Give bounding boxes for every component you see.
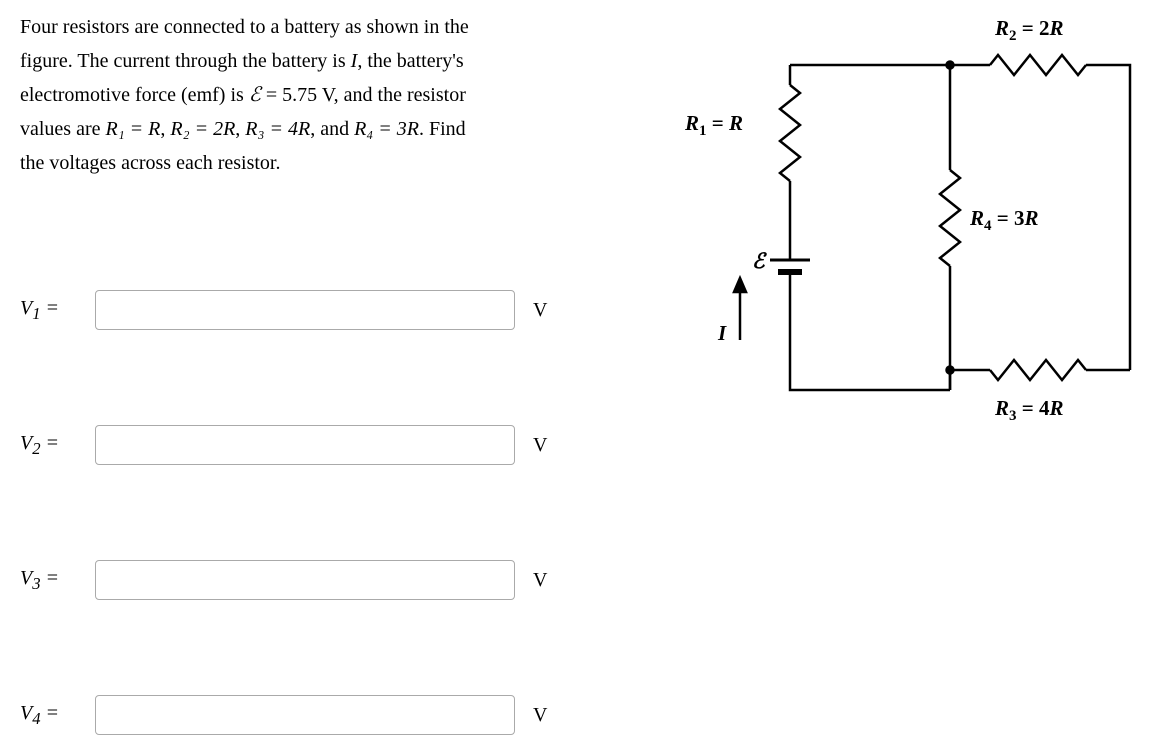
answer-row-v4: V4 = V <box>20 695 620 735</box>
text-R1: R₁ = R <box>106 118 161 140</box>
input-v1[interactable] <box>95 290 515 330</box>
label-r2: R2 = 2R <box>994 16 1064 44</box>
label-current: I <box>717 321 727 345</box>
answer-row-v3: V3 = V <box>20 560 620 600</box>
answer-row-v1: V1 = V <box>20 290 620 330</box>
text-R2: R₂ = 2R <box>170 118 235 140</box>
symbol-emf: ℰ <box>249 84 261 106</box>
resistor-r1 <box>780 85 800 181</box>
circuit-column: R1 = R R2 = 2R R3 = 4R R4 = 3R ℰ I <box>640 10 1150 735</box>
unit-v3: V <box>533 569 547 592</box>
unit-v2: V <box>533 434 547 457</box>
circuit-diagram: R1 = R R2 = 2R R3 = 4R R4 = 3R ℰ I <box>640 10 1150 430</box>
unit-v4: V <box>533 704 547 727</box>
text-line2b: , the battery's <box>357 50 463 72</box>
text-line4b: . Find <box>419 118 466 140</box>
resistor-r3 <box>990 360 1086 380</box>
problem-text: Four resistors are connected to a batter… <box>20 10 620 180</box>
text-line3: electromotive force (emf) is <box>20 84 249 106</box>
text-R3: R₃ = 4R <box>245 118 310 140</box>
answer-row-v2: V2 = V <box>20 425 620 465</box>
label-r3: R3 = 4R <box>994 396 1064 424</box>
resistor-r4 <box>940 170 960 266</box>
text-line5: the voltages across each resistor. <box>20 152 280 174</box>
sep1: , <box>160 118 170 140</box>
text-R4: R₄ = 3R <box>354 118 419 140</box>
input-v3[interactable] <box>95 560 515 600</box>
label-r4: R4 = 3R <box>969 206 1039 234</box>
sep2: , <box>235 118 245 140</box>
wire <box>790 272 950 390</box>
label-v2: V2 = <box>20 432 95 459</box>
problem-column: Four resistors are connected to a batter… <box>20 10 640 735</box>
sep3: , and <box>310 118 354 140</box>
node-top <box>947 62 954 69</box>
answers-block: V1 = V V2 = V V3 = V V4 = V <box>20 290 620 735</box>
text-line4a: values are <box>20 118 106 140</box>
resistor-r2 <box>990 55 1086 75</box>
node-bot <box>947 367 954 374</box>
text-line1: Four resistors are connected to a batter… <box>20 16 469 38</box>
label-v1: V1 = <box>20 297 95 324</box>
text-emf-val: = 5.75 V, and the resistor <box>261 84 466 106</box>
label-emf: ℰ <box>752 249 767 273</box>
wire <box>1086 65 1130 370</box>
unit-v1: V <box>533 299 547 322</box>
input-v2[interactable] <box>95 425 515 465</box>
input-v4[interactable] <box>95 695 515 735</box>
current-arrow-head <box>734 278 746 292</box>
label-v4: V4 = <box>20 702 95 729</box>
text-line2a: figure. The current through the battery … <box>20 50 351 72</box>
label-v3: V3 = <box>20 567 95 594</box>
label-r1: R1 = R <box>684 111 743 139</box>
